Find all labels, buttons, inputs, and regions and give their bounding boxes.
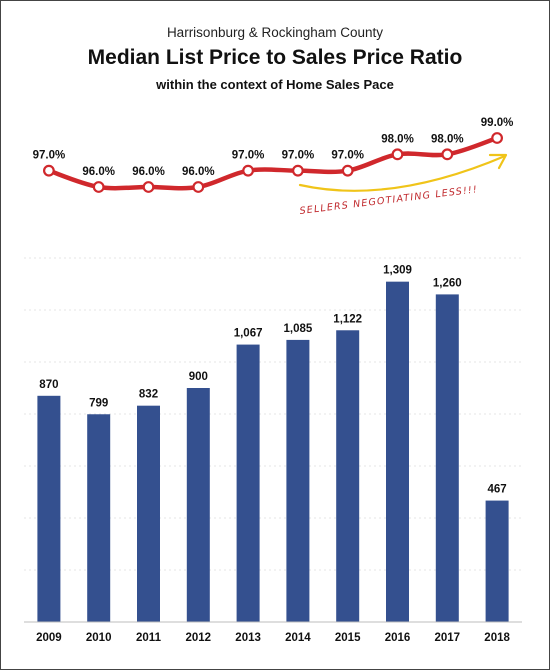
bar-data-label: 832 [139,389,158,401]
ratio-point [341,164,354,177]
ratio-data-label: 98.0% [431,133,464,145]
bar [37,395,61,622]
ratio-point [292,164,304,177]
x-tick-label: 2015 [335,632,361,644]
ratio-point [43,164,55,177]
bar-series: 870 799 832 900 1,067 1,085 1,122 1,309 1,260 467 [37,265,509,622]
bar-data-label: 1,260 [433,277,462,289]
ratio-data-label: 96.0% [82,166,115,178]
bar [435,294,459,622]
bar [137,405,160,622]
ratio-data-label: 97.0% [282,150,315,162]
bar [87,414,111,622]
x-tick-label: 2016 [385,632,411,644]
x-tick-label: 2012 [186,632,212,644]
ratio-data-label: 98.0% [381,133,414,145]
bar [236,344,260,622]
ratio-point [242,164,255,177]
annotation-arrow [298,154,507,192]
ratio-line-series: 97.0% 96.0% 96.0% 96.0% 97.0% 97.0% 97.0% 98.0%… [33,117,514,193]
x-tick-label: 2017 [435,632,461,644]
chart-title: Median List Price to Sales Price Ratio [87,46,463,69]
bar-data-label: 467 [488,484,507,496]
x-tick-label: 2013 [235,632,261,644]
ratio-point [92,181,105,193]
ratio-data-label: 97.0% [232,150,265,162]
x-tick-label: 2010 [86,632,112,644]
x-tick-label: 2018 [484,632,510,644]
ratio-point [192,181,205,193]
bar-data-label: 1,122 [333,313,362,325]
ratio-point [441,148,454,161]
annotation-arrowhead [488,153,508,170]
bar [186,388,210,622]
ratio-point [142,181,155,193]
bar-data-label: 1,085 [284,323,313,335]
x-axis: 2009 2010 2011 2012 2013 2014 2015 2016 2017 2018 [24,621,522,644]
chart-supertitle: Harrisonburg & Rockingham County [166,25,384,40]
x-tick-label: 2011 [136,632,162,644]
ratio-line [46,135,500,191]
ratio-data-label: 99.0% [481,117,514,129]
ratio-data-label: 96.0% [182,166,215,178]
ratio-data-label: 97.0% [331,150,364,162]
bar [336,330,360,622]
bar-data-label: 1,309 [383,265,412,277]
ratio-point [391,148,404,161]
annotation: SELLERS NEGOTIATING LESS!!! [298,153,508,217]
bar-data-label: 799 [89,397,108,409]
bar [485,500,509,622]
bar [386,281,409,622]
ratio-point [491,132,504,144]
bar-data-label: 1,067 [234,328,263,340]
x-tick-label: 2014 [285,632,311,644]
bar-data-label: 900 [189,371,208,383]
x-tick-label: 2009 [36,632,62,644]
ratio-data-label: 96.0% [132,166,165,178]
bar-data-label: 870 [39,379,58,391]
bar [286,339,310,622]
chart-subtitle: within the context of Home Sales Pace [156,77,394,92]
ratio-data-label: 97.0% [33,150,66,162]
